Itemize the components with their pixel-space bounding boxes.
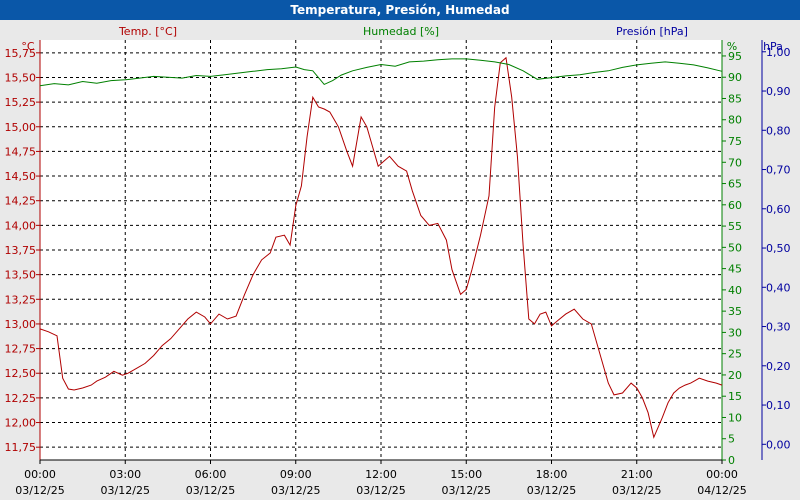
- temp-tick-label: 12,75: [5, 343, 37, 356]
- temp-tick-label: 12,00: [5, 417, 37, 430]
- hum-tick-label: 25: [728, 348, 742, 361]
- hum-tick-label: 70: [728, 156, 742, 169]
- temp-tick-label: 12,50: [5, 367, 37, 380]
- pres-tick-label: 0,70: [766, 164, 791, 177]
- x-tick-date: 03/12/25: [356, 484, 405, 497]
- pres-tick-label: 1,00: [766, 46, 791, 59]
- x-tick-time: 00:00: [24, 468, 56, 481]
- temp-tick-label: 14,25: [5, 195, 37, 208]
- hum-tick-label: 60: [728, 199, 742, 212]
- temp-tick-label: 14,75: [5, 145, 37, 158]
- x-tick-time: 03:00: [109, 468, 141, 481]
- temp-tick-label: 13,25: [5, 293, 37, 306]
- x-tick-date: 03/12/25: [612, 484, 661, 497]
- hum-tick-label: 40: [728, 284, 742, 297]
- hum-tick-label: 45: [728, 263, 742, 276]
- temp-tick-label: 13,00: [5, 318, 37, 331]
- temp-tick-label: 11,75: [5, 441, 37, 454]
- x-tick-date: 03/12/25: [186, 484, 235, 497]
- x-tick-time: 09:00: [280, 468, 312, 481]
- pres-tick-label: 0,30: [766, 321, 791, 334]
- hum-tick-label: 15: [728, 390, 742, 403]
- x-tick-time: 06:00: [195, 468, 227, 481]
- temp-tick-label: 15,00: [5, 121, 37, 134]
- pres-tick-label: 0,40: [766, 281, 791, 294]
- pres-tick-label: 0,80: [766, 124, 791, 137]
- pres-tick-label: 0,20: [766, 360, 791, 373]
- chart-title: Temperatura, Presión, Humedad: [0, 0, 800, 20]
- temp-tick-label: 14,00: [5, 219, 37, 232]
- hum-tick-label: 85: [728, 92, 742, 105]
- pres-tick-label: 0,60: [766, 203, 791, 216]
- hum-tick-label: 0: [728, 454, 735, 467]
- x-tick-date: 03/12/25: [527, 484, 576, 497]
- pres-axis-unit: hPa: [763, 40, 783, 53]
- pres-tick-label: 0,10: [766, 399, 791, 412]
- pres-tick-label: 0,90: [766, 85, 791, 98]
- temp-tick-label: 15,50: [5, 71, 37, 84]
- temp-series-line: [39, 56, 723, 439]
- pres-series-label: Presión [hPa]: [616, 25, 688, 38]
- temp-tick-label: 13,75: [5, 244, 37, 257]
- hum-series-label: Humedad [%]: [363, 25, 439, 38]
- hum-tick-label: 90: [728, 71, 742, 84]
- temp-tick-label: 15,75: [5, 47, 37, 60]
- hum-tick-label: 75: [728, 135, 742, 148]
- hum-tick-label: 30: [728, 326, 742, 339]
- x-tick-date: 03/12/25: [271, 484, 320, 497]
- hum-tick-label: 50: [728, 241, 742, 254]
- temp-tick-label: 12,25: [5, 392, 37, 405]
- x-tick-date: 03/12/25: [15, 484, 64, 497]
- temp-tick-label: 13,50: [5, 269, 37, 282]
- hum-series-line: [39, 58, 723, 87]
- hum-tick-label: 80: [728, 114, 742, 127]
- hum-tick-label: 55: [728, 220, 742, 233]
- hum-tick-label: 65: [728, 178, 742, 191]
- x-tick-time: 21:00: [621, 468, 653, 481]
- temp-tick-label: 14,50: [5, 170, 37, 183]
- pres-tick-label: 0,50: [766, 242, 791, 255]
- x-tick-date: 03/12/25: [101, 484, 150, 497]
- pres-tick-label: 0,00: [766, 438, 791, 451]
- hum-tick-label: 95: [728, 50, 742, 63]
- x-tick-date: 03/12/25: [442, 484, 491, 497]
- hum-axis-unit: %: [727, 40, 737, 53]
- temp-series-label: Temp. [°C]: [118, 25, 177, 38]
- hum-tick-label: 5: [728, 433, 735, 446]
- temp-tick-label: 15,25: [5, 96, 37, 109]
- x-tick-date: 04/12/25: [697, 484, 746, 497]
- x-tick-time: 18:00: [536, 468, 568, 481]
- hum-tick-label: 20: [728, 369, 742, 382]
- hum-tick-label: 10: [728, 411, 742, 424]
- temp-axis-unit: °C: [21, 40, 35, 53]
- x-tick-time: 12:00: [365, 468, 397, 481]
- x-tick-time: 00:00: [706, 468, 738, 481]
- hum-tick-label: 35: [728, 305, 742, 318]
- x-tick-time: 15:00: [450, 468, 482, 481]
